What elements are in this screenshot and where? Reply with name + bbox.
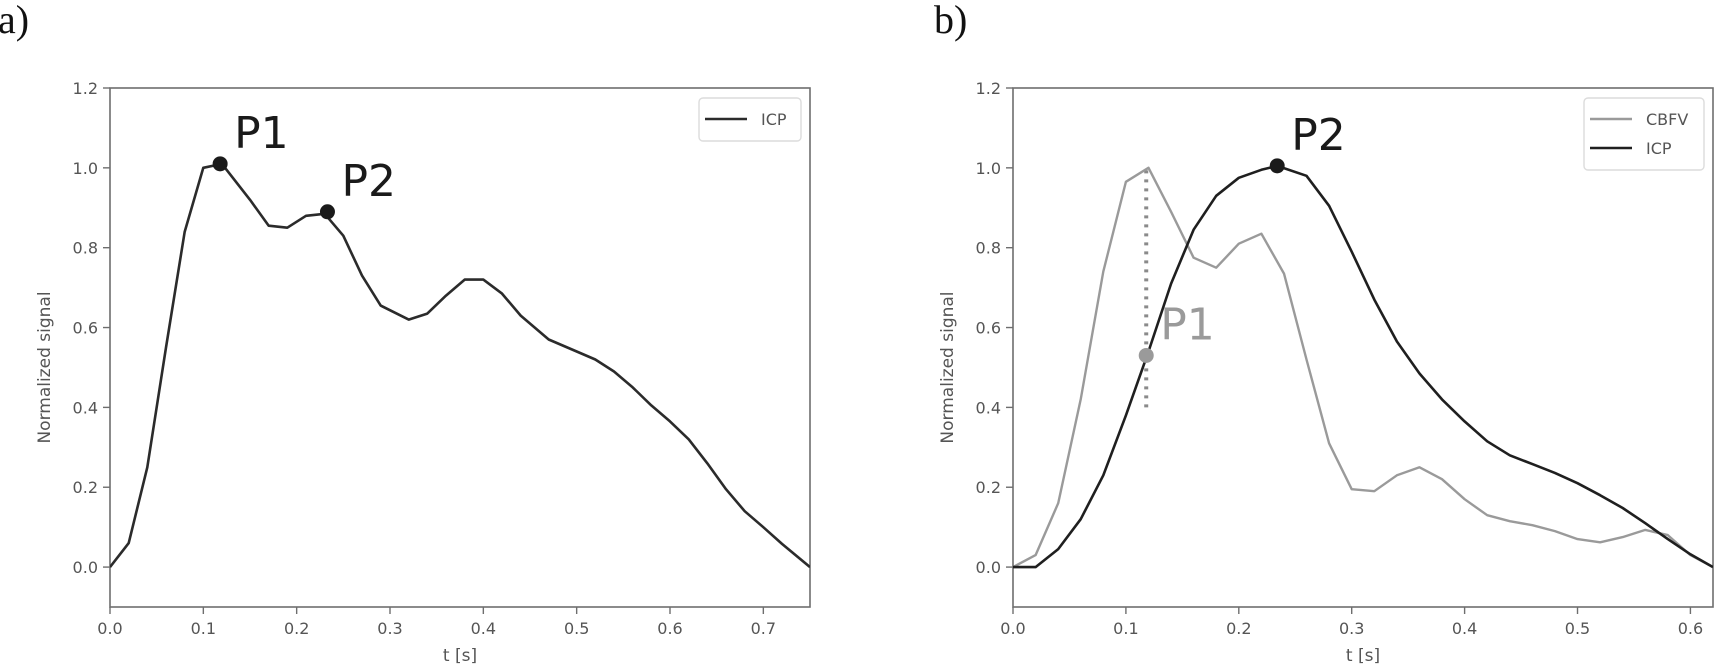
y-tick-label: 0.4 — [73, 398, 98, 417]
x-tick-label: 0.1 — [191, 619, 216, 638]
y-tick-label: 0.8 — [976, 239, 1001, 258]
series-cbfv-line — [1013, 166, 1713, 569]
x-tick-label: 0.3 — [1339, 619, 1364, 638]
p2-annotation-label: P2 — [1291, 110, 1346, 161]
y-tick-label: 1.0 — [73, 159, 98, 178]
y-axis-label: Normalized signal — [938, 291, 958, 443]
panel-b-label: b) — [934, 0, 968, 42]
legend-box — [1583, 97, 1705, 171]
p2-annotation-label: P2 — [341, 156, 396, 207]
x-tick-label: 0.0 — [97, 619, 122, 638]
series-icp-line — [1013, 164, 1713, 569]
chart-panel-b: 0.0 0.2 0.4 0.6 0.8 1.0 1.2 0.0 0.1 0.2 0.3 0.4 0.5 0… — [938, 79, 1714, 666]
x-tick-label: 0.7 — [751, 619, 776, 638]
y-tick-label: 0.6 — [73, 319, 98, 338]
axes-frame — [109, 87, 811, 608]
p1-marker — [212, 156, 228, 172]
chart-panel-a: 0.0 0.2 0.4 0.6 0.8 1.0 1.2 0.0 0.1 0.2 0.3 0.4 0.5 0… — [35, 79, 811, 666]
x-tick-label: 0.4 — [471, 619, 496, 638]
y-tick-label: 1.0 — [976, 159, 1001, 178]
legend: ICP — [698, 97, 802, 142]
legend: CBFV ICP — [1583, 97, 1705, 171]
panel-a-label: a) — [0, 0, 30, 42]
legend-label-cbfv: CBFV — [1646, 110, 1688, 129]
x-tick-label: 0.0 — [1000, 619, 1025, 638]
x-tick-label: 0.5 — [564, 619, 589, 638]
y-tick-label: 0.6 — [976, 319, 1001, 338]
y-axis-label: Normalized signal — [35, 291, 55, 443]
y-tick-label: 0.0 — [73, 558, 98, 577]
x-tick-label: 0.2 — [1226, 619, 1251, 638]
legend-box — [698, 97, 802, 142]
x-tick-label: 0.5 — [1565, 619, 1590, 638]
p1-annotation-label: P1 — [1160, 299, 1215, 350]
x-axis-label: t [s] — [1346, 646, 1380, 666]
x-axis-label: t [s] — [443, 646, 477, 666]
legend-label-icp: ICP — [761, 110, 787, 129]
p1-marker — [1138, 347, 1154, 363]
y-tick-label: 0.2 — [73, 478, 98, 497]
series-icp-line — [110, 162, 810, 569]
legend-label-icp: ICP — [1646, 139, 1672, 158]
x-tick-label: 0.6 — [657, 619, 682, 638]
p2-marker — [319, 204, 335, 220]
y-tick-label: 0.8 — [73, 239, 98, 258]
y-tick-label: 0.4 — [976, 398, 1001, 417]
x-tick-label: 0.2 — [284, 619, 309, 638]
y-tick-label: 0.0 — [976, 558, 1001, 577]
y-tick-label: 0.2 — [976, 478, 1001, 497]
p2-marker — [1269, 158, 1285, 174]
y-tick-label: 1.2 — [976, 79, 1001, 98]
x-tick-label: 0.6 — [1678, 619, 1703, 638]
x-tick-label: 0.3 — [377, 619, 402, 638]
axes-frame — [1012, 87, 1714, 608]
y-tick-label: 1.2 — [73, 79, 98, 98]
x-tick-label: 0.4 — [1452, 619, 1477, 638]
p1-annotation-label: P1 — [234, 108, 289, 159]
x-tick-label: 0.1 — [1113, 619, 1138, 638]
